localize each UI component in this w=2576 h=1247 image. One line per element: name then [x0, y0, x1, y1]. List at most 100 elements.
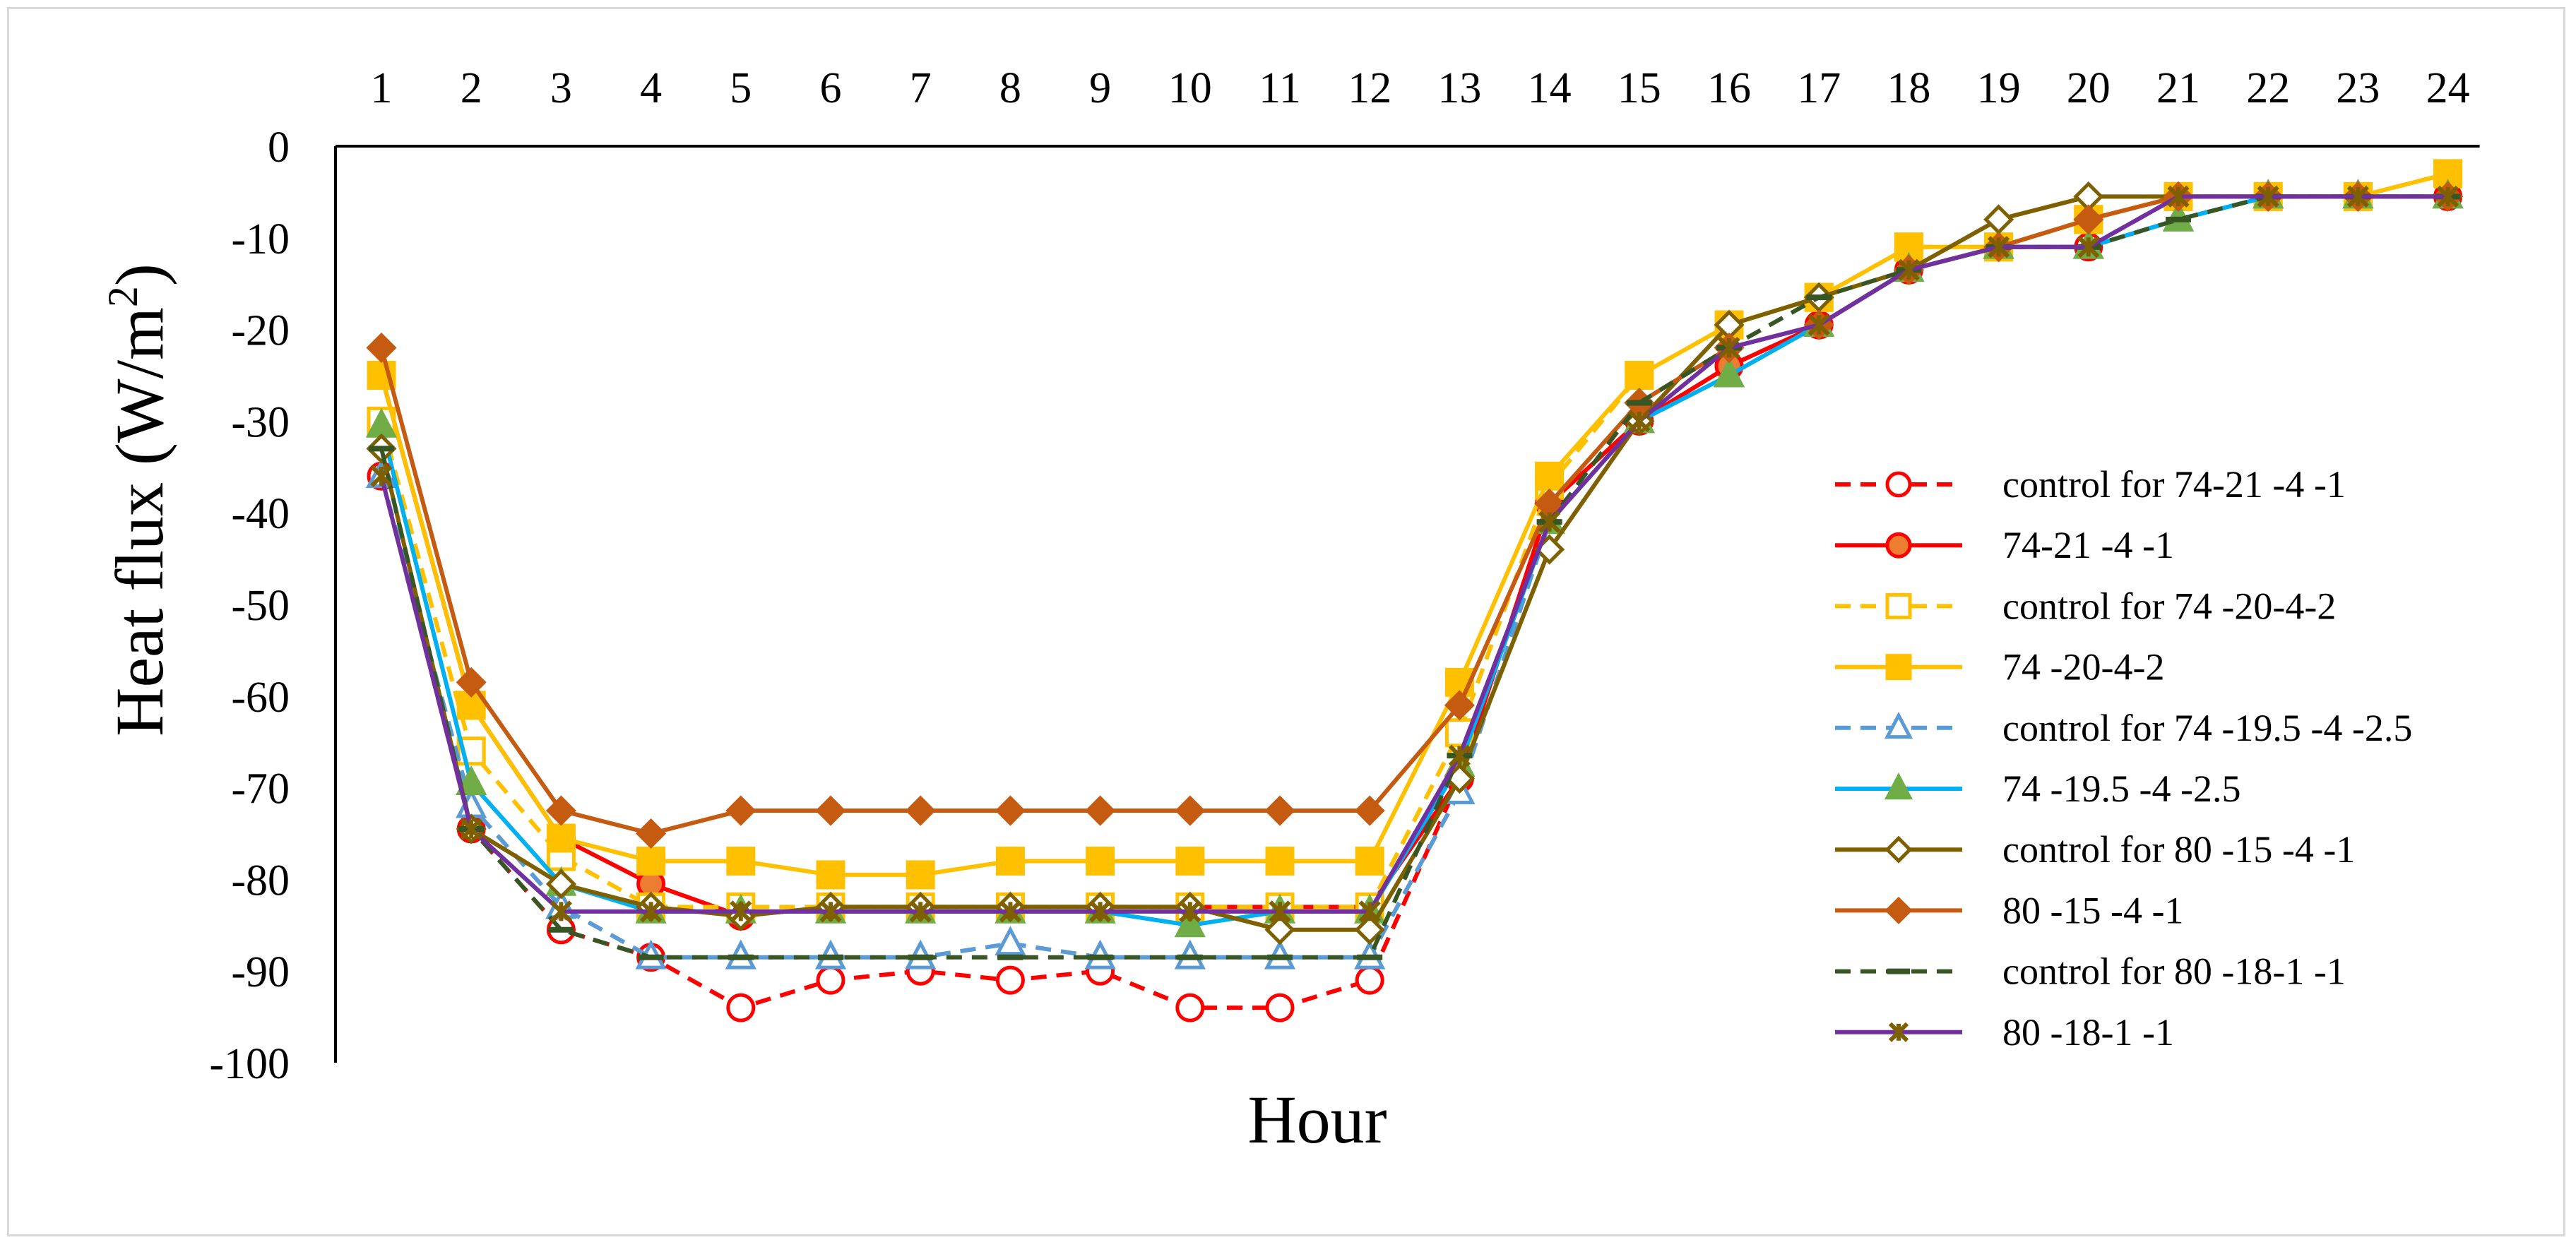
y-axis-title: Heat flux (W/m2)	[100, 263, 177, 736]
data-point	[2257, 185, 2279, 208]
data-point	[2073, 204, 2104, 235]
data-point	[1264, 914, 1295, 945]
legend-entry: control for 80 -18-1 -1	[1835, 950, 2346, 993]
legend-label: 74-21 -4 -1	[2002, 524, 2174, 566]
data-point	[1269, 900, 1291, 923]
data-point	[456, 765, 487, 796]
x-tick-label: 19	[1977, 64, 2021, 112]
y-tick-label: -20	[231, 307, 290, 355]
data-point	[366, 333, 397, 364]
x-tick-label: 1	[371, 64, 393, 112]
y-tick-label: -70	[231, 765, 290, 813]
x-tick-label: 4	[640, 64, 662, 112]
data-point	[2346, 185, 2370, 208]
x-tick-label: 3	[550, 64, 572, 112]
data-point	[730, 900, 752, 923]
x-tick-label: 15	[1618, 64, 1661, 112]
x-tick-label: 22	[2246, 64, 2290, 112]
y-tick-label: -50	[231, 582, 290, 630]
x-tick-label: 8	[999, 64, 1021, 112]
data-point	[1175, 993, 1205, 1022]
x-tick-label: 7	[910, 64, 932, 112]
data-point	[1983, 204, 2014, 235]
data-point	[1885, 592, 1912, 619]
x-tick-label: 6	[820, 64, 842, 112]
x-tick-label: 16	[1707, 64, 1751, 112]
legend-entry: 80 -18-1 -1	[1835, 1011, 2174, 1054]
data-point	[1885, 471, 1912, 498]
data-point	[1444, 690, 1475, 721]
x-tick-label: 10	[1168, 64, 1212, 112]
x-tick-label: 13	[1437, 64, 1481, 112]
legend-entry: control for 74 -19.5 -4 -2.5	[1835, 707, 2412, 749]
data-point	[550, 900, 573, 923]
data-point	[906, 860, 935, 890]
legend-label: control for 80 -18-1 -1	[2002, 950, 2346, 993]
data-point	[816, 860, 845, 890]
series-layer	[365, 159, 2464, 1022]
data-point	[1088, 900, 1112, 923]
data-point	[1808, 314, 1830, 336]
data-point	[1354, 914, 1385, 945]
data-point	[1897, 258, 1921, 281]
legend-label: 80 -18-1 -1	[2002, 1011, 2174, 1054]
data-point	[1885, 654, 1912, 681]
data-point	[1355, 846, 1384, 876]
data-point	[2167, 185, 2190, 208]
series-line	[379, 194, 2448, 914]
data-point	[1884, 896, 1913, 924]
x-tick-label: 17	[1797, 64, 1841, 112]
data-point	[1085, 795, 1116, 826]
y-tick-label: -10	[231, 215, 290, 263]
data-point	[1987, 236, 2010, 258]
y-tick-label: -60	[231, 674, 290, 722]
data-point	[1175, 846, 1205, 876]
x-tick-label: 9	[1089, 64, 1111, 112]
data-point	[1358, 900, 1381, 923]
data-point	[636, 818, 667, 849]
y-tick-label: -90	[231, 948, 290, 996]
data-point	[370, 465, 393, 487]
data-point	[1538, 511, 1561, 533]
data-point	[546, 823, 576, 853]
data-point	[1888, 1022, 1909, 1042]
data-point	[1535, 461, 1565, 491]
data-point	[725, 795, 756, 826]
legend-entry: 80 -15 -4 -1	[1835, 889, 2183, 931]
data-point	[1355, 965, 1384, 995]
series-line	[379, 194, 2448, 960]
data-point	[545, 795, 576, 826]
legend-label: 74 -19.5 -4 -2.5	[2002, 768, 2240, 810]
data-point	[815, 795, 846, 826]
legend-label: control for 74 -20-4-2	[2002, 585, 2336, 627]
data-point	[1448, 744, 1471, 767]
x-tick-label: 21	[2156, 64, 2200, 112]
legend-entry: 74 -19.5 -4 -2.5	[1835, 768, 2240, 810]
series-line	[379, 194, 2448, 836]
data-point	[1265, 846, 1295, 876]
x-tick-label: 24	[2426, 64, 2470, 112]
x-tick-label: 2	[461, 64, 482, 112]
legend-label: control for 74-21 -4 -1	[2002, 463, 2346, 506]
data-point	[460, 818, 482, 840]
data-point	[995, 846, 1025, 876]
x-tick-label: 23	[2336, 64, 2380, 112]
legend-entry: control for 74-21 -4 -1	[1835, 463, 2346, 506]
data-point	[1884, 711, 1913, 739]
legend-label: 80 -15 -4 -1	[2002, 889, 2183, 931]
data-point	[1264, 795, 1295, 826]
data-point	[1174, 907, 1206, 938]
legend-label: control for 74 -19.5 -4 -2.5	[2002, 707, 2412, 749]
series-10	[370, 185, 2459, 923]
legend-entry: 74 -20-4-2	[1835, 646, 2164, 688]
y-tick-label: -40	[231, 490, 290, 538]
y-tick-label: -80	[231, 857, 290, 905]
data-point	[995, 795, 1026, 826]
data-point	[2077, 236, 2100, 258]
data-point	[1179, 900, 1201, 923]
data-point	[909, 900, 932, 923]
data-point	[1086, 846, 1115, 876]
legend-entry: control for 80 -15 -4 -1	[1835, 828, 2355, 871]
data-point	[1354, 795, 1385, 826]
